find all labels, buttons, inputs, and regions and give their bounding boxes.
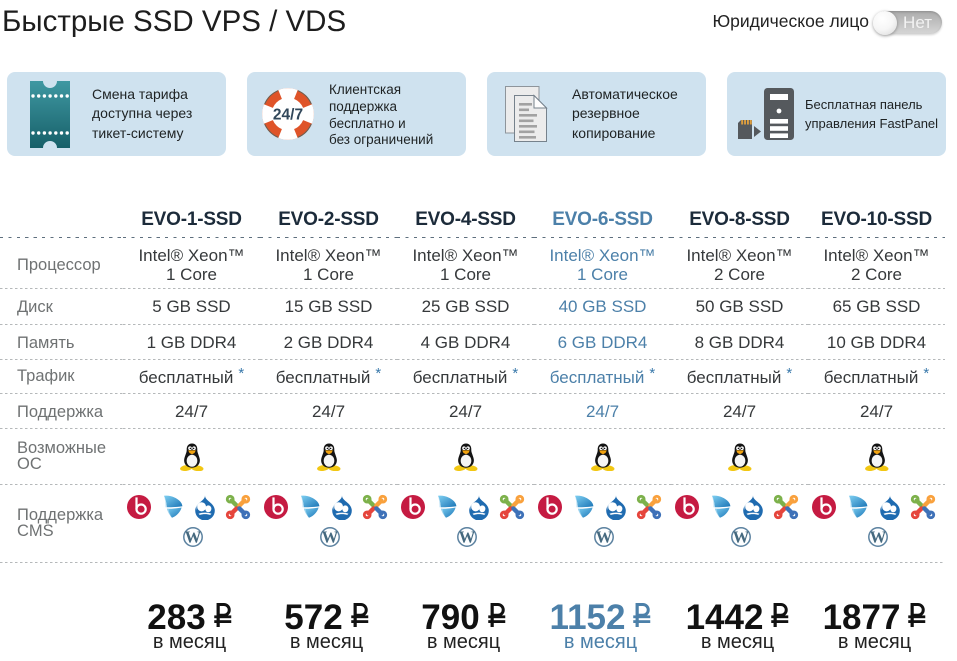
svg-text:24/7: 24/7 — [273, 107, 303, 124]
